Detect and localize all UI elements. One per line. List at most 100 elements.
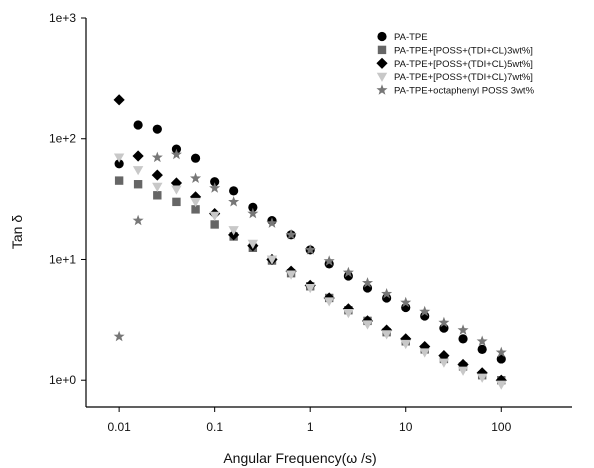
legend-marker [376, 72, 388, 82]
data-point [400, 339, 411, 350]
data-point [151, 169, 163, 181]
data-point [133, 120, 143, 130]
series-4 [113, 153, 507, 390]
data-point [113, 330, 125, 342]
data-point [132, 150, 144, 162]
data-point [419, 348, 430, 358]
data-point [113, 94, 125, 106]
data-point [304, 284, 316, 294]
legend-label: PA-TPE+[POSS+(TDI+CL)7wt%] [394, 72, 533, 83]
data-point [458, 334, 468, 344]
data-point [381, 324, 393, 336]
x-axis-title: Angular Frequency(ω /s) [223, 450, 376, 466]
data-point [266, 217, 278, 228]
y-tick-label: 1e+1 [49, 252, 76, 266]
data-point [362, 320, 373, 330]
data-point [114, 159, 124, 169]
x-tick-label: 0.01 [107, 420, 131, 434]
data-point [285, 229, 297, 240]
data-point [132, 166, 144, 176]
data-point [419, 340, 431, 353]
x-tick-label: 1 [307, 420, 314, 434]
legend-label: PA-TPE+[POSS+(TDI+CL)5wt%] [394, 59, 533, 70]
y-tick-label: 1e+3 [49, 11, 76, 25]
data-point [266, 255, 278, 265]
data-point [132, 214, 144, 226]
data-point [114, 176, 124, 185]
data-point [438, 358, 450, 368]
data-point [228, 196, 240, 207]
data-point [476, 373, 488, 383]
data-point [323, 255, 335, 266]
series-5 [113, 148, 507, 358]
data-point [438, 316, 450, 328]
data-point [209, 211, 220, 222]
data-point [153, 191, 162, 200]
y-tick-label: 1e+0 [49, 373, 76, 387]
legend-marker [377, 31, 387, 42]
axes [85, 18, 572, 408]
legend-label: PA-TPE+octaphenyl POSS 3wt% [394, 86, 535, 97]
data-point [171, 185, 182, 195]
data-point [496, 354, 506, 364]
data-point [304, 244, 316, 255]
data-point [343, 309, 354, 319]
data-point [476, 335, 488, 346]
data-point [400, 333, 412, 345]
data-point [361, 277, 374, 288]
data-point [172, 197, 181, 207]
legend-item: PA-TPE [377, 31, 428, 43]
data-point [152, 124, 162, 134]
data-point [457, 366, 469, 376]
data-points [113, 94, 507, 390]
data-point [190, 172, 202, 184]
legend-label: PA-TPE [394, 32, 428, 43]
data-point [496, 380, 507, 390]
data-point [342, 266, 354, 278]
legend-marker [377, 45, 387, 55]
x-tick-label: 100 [491, 420, 511, 434]
data-point [438, 349, 450, 362]
legend-marker [376, 57, 388, 69]
data-point [381, 287, 393, 299]
data-point [381, 330, 392, 340]
data-point [495, 346, 507, 358]
data-point [248, 202, 258, 212]
data-point [457, 324, 469, 335]
y-tick-label: 1e+2 [49, 132, 76, 146]
data-point [190, 197, 201, 208]
data-point [152, 182, 163, 192]
data-point [191, 205, 200, 214]
legend-label: PA-TPE+[POSS+(TDI+CL)3wt%] [394, 45, 533, 56]
x-tick-label: 10 [399, 420, 413, 434]
data-point [209, 182, 221, 193]
x-axis-ticks: 0.01 0.1 1 10 100 [107, 407, 512, 434]
data-point [477, 344, 487, 354]
y-axis-title: Tan δ [9, 215, 25, 249]
legend-item: PA-TPE+[POSS+(TDI+CL)7wt%] [376, 72, 533, 83]
data-point [228, 226, 239, 236]
series-3 [113, 94, 507, 386]
legend-item: PA-TPE+[POSS+(TDI+CL)3wt%] [377, 45, 533, 56]
data-point [151, 151, 163, 163]
data-point [210, 220, 219, 229]
y-axis-ticks: 1e+0 1e+1 1e+2 1e+3 [49, 11, 86, 387]
legend: PA-TPE PA-TPE+[POSS+(TDI+CL)3wt%] PA-TPE+[… [376, 31, 535, 97]
data-point [285, 270, 297, 280]
data-point [247, 239, 259, 249]
data-point [113, 153, 125, 163]
data-point [400, 296, 412, 308]
data-point [190, 153, 201, 163]
data-point [170, 148, 182, 160]
legend-item: PA-TPE+[POSS+(TDI+CL)5wt%] [376, 57, 533, 70]
data-point [210, 177, 220, 187]
x-tick-label: 0.1 [206, 420, 223, 434]
data-point [229, 186, 239, 196]
data-point [133, 180, 143, 189]
legend-item: PA-TPE+octaphenyl POSS 3wt% [376, 84, 535, 97]
data-point [323, 297, 335, 307]
data-point [495, 374, 507, 386]
legend-marker [376, 84, 388, 95]
data-point [247, 207, 259, 219]
data-point [419, 305, 431, 317]
